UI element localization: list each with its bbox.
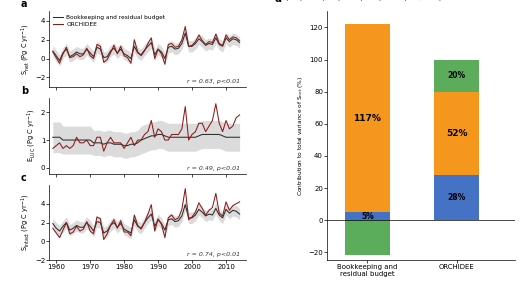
Text: 117%: 117% xyxy=(354,114,381,123)
Y-axis label: Contribution to total variance of S$_\mathregular{net}$ (%): Contribution to total variance of S$_\ma… xyxy=(296,76,305,196)
Text: d: d xyxy=(275,0,282,4)
Bar xyxy=(345,220,389,255)
Bar xyxy=(434,175,479,220)
Text: r = 0.49, p<0.01: r = 0.49, p<0.01 xyxy=(187,166,240,170)
Bar xyxy=(434,59,479,92)
Y-axis label: E$_\mathregular{LUC}$ (Pg C yr$^{-1}$): E$_\mathregular{LUC}$ (Pg C yr$^{-1}$) xyxy=(25,109,38,162)
Text: r = 0.74, p<0.01: r = 0.74, p<0.01 xyxy=(187,252,240,257)
Text: b: b xyxy=(21,86,28,96)
Text: Var(S$_\mathregular{net}$) = Var(E$_\mathregular{LUC}$) + Var(S$_\mathregular{in: Var(S$_\mathregular{net}$) = Var(E$_\mat… xyxy=(275,0,443,3)
Legend: Bookkeeping and residual budget, ORCHIDEE: Bookkeeping and residual budget, ORCHIDE… xyxy=(53,14,166,27)
Text: 5%: 5% xyxy=(361,212,374,221)
Text: c: c xyxy=(21,172,27,182)
Text: 52%: 52% xyxy=(446,129,467,138)
Text: r = 0.63, p<0.01: r = 0.63, p<0.01 xyxy=(187,79,240,84)
Text: 28%: 28% xyxy=(448,193,466,202)
Bar xyxy=(345,212,389,220)
Y-axis label: S$_\mathregular{net}$ (Pg C yr$^{-1}$): S$_\mathregular{net}$ (Pg C yr$^{-1}$) xyxy=(20,23,32,75)
Bar xyxy=(345,24,389,212)
Y-axis label: S$_\mathregular{intact}$ (Pg C yr$^{-1}$): S$_\mathregular{intact}$ (Pg C yr$^{-1}$… xyxy=(20,194,32,251)
Text: a: a xyxy=(21,0,28,9)
Bar xyxy=(434,92,479,175)
Text: 20%: 20% xyxy=(448,71,466,80)
